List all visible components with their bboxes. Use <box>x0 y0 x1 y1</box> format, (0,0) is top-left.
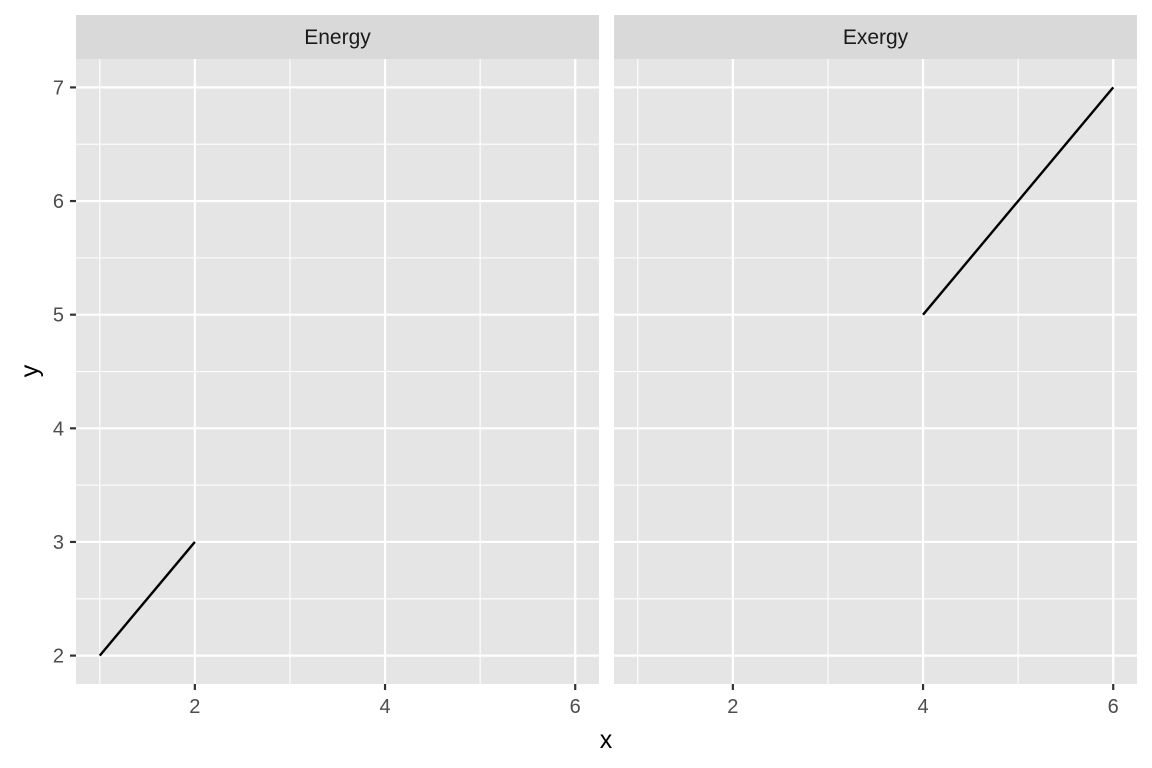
y-tick-label: 6 <box>53 191 64 213</box>
x-tick-label: 6 <box>570 696 581 718</box>
y-tick-label: 4 <box>53 418 64 440</box>
x-tick-label: 2 <box>727 696 738 718</box>
x-axis-title: x <box>600 726 613 754</box>
x-tick-label: 2 <box>189 696 200 718</box>
series-line-energy <box>98 541 196 657</box>
panel-0: Energy 2 4 6 2 3 4 5 6 7 <box>53 15 599 718</box>
panel-1: Exergy 2 4 6 <box>614 15 1137 718</box>
y-tick-label: 5 <box>53 305 64 327</box>
x-tick-label: 6 <box>1108 696 1119 718</box>
y-tick-label: 3 <box>53 532 64 554</box>
y-tick-label: 7 <box>53 77 64 99</box>
y-tick-label: 2 <box>53 646 64 668</box>
series-line-exergy <box>922 86 1115 316</box>
facet-strip-label: Exergy <box>843 26 909 49</box>
facet-strip <box>76 15 599 59</box>
x-tick-label: 4 <box>917 696 928 718</box>
facet-strip <box>614 15 1137 59</box>
facet-strip-label: Energy <box>304 26 371 49</box>
y-axis-title: y <box>16 364 44 377</box>
x-tick-label: 4 <box>379 696 390 718</box>
